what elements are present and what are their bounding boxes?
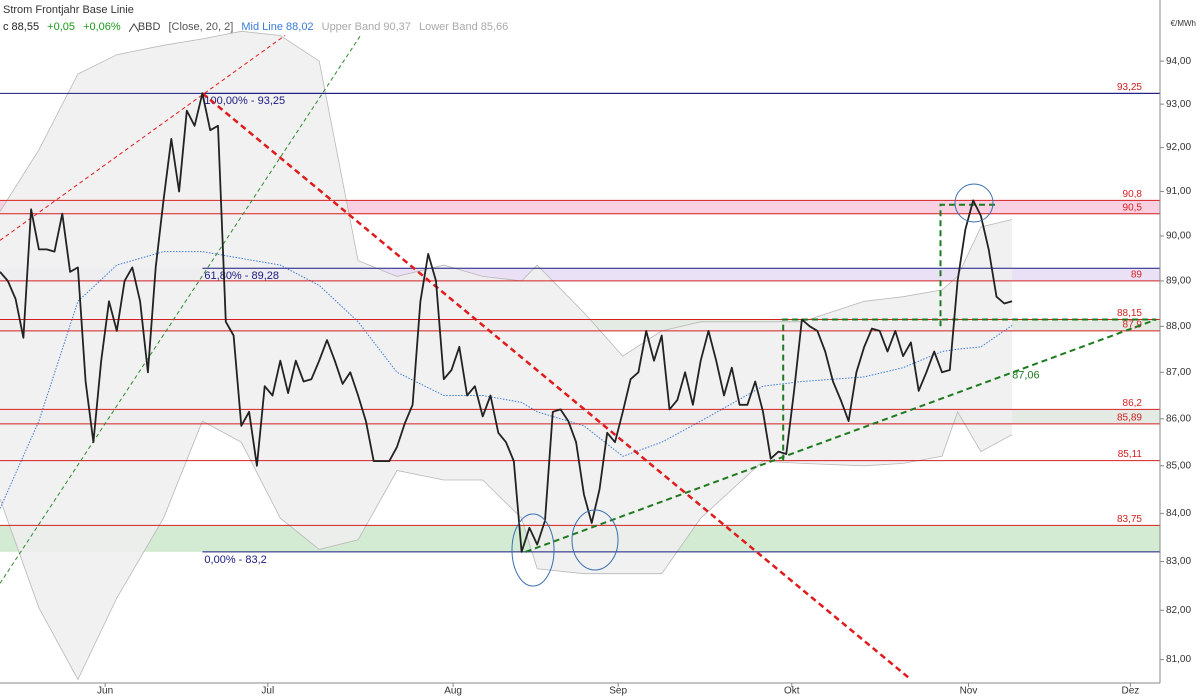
y-tick-label: 90,00 bbox=[1166, 231, 1191, 242]
x-tick-label: Sep bbox=[609, 686, 627, 697]
y-tick-label: 94,00 bbox=[1166, 56, 1191, 67]
axes: 81,00 82,00 83,00 84,00 85,00 86,00 87,00 88,00… bbox=[97, 56, 1191, 697]
mid-line bbox=[0, 251, 1013, 509]
level-label: 93,25 bbox=[1117, 82, 1142, 93]
x-tick-label: Jul bbox=[261, 686, 274, 697]
trend-drawing bbox=[525, 318, 1157, 553]
header: Strom Frontjahr Base Linie c 88,55 +0,05… bbox=[3, 2, 513, 36]
trend-drawing bbox=[0, 35, 361, 584]
y-tick-label: 83,00 bbox=[1166, 556, 1191, 567]
y-tick-label: 82,00 bbox=[1166, 605, 1191, 616]
trend-label: 87,06 bbox=[1012, 369, 1040, 381]
level-label: 86,2 bbox=[1123, 398, 1143, 409]
level-label: 88,15 bbox=[1117, 308, 1142, 319]
highlight-circle bbox=[954, 183, 994, 223]
level-label: 87,9 bbox=[1123, 320, 1143, 331]
highlight-ellipse bbox=[511, 513, 555, 587]
y-tick-label: 89,00 bbox=[1166, 276, 1191, 287]
trend-drawing bbox=[0, 35, 286, 241]
close-value: c 88,55 bbox=[3, 21, 40, 33]
y-tick-label: 93,00 bbox=[1166, 99, 1191, 110]
chart-title: Strom Frontjahr Base Linie bbox=[3, 4, 134, 16]
fib-label: 0,00% - 83,2 bbox=[204, 554, 266, 566]
legend-row: c 88,55 +0,05 +0,06% BBD [Close, 20, 2] … bbox=[3, 19, 513, 36]
indicator-icon bbox=[128, 22, 140, 32]
trend-drawing bbox=[201, 92, 912, 681]
price-line bbox=[0, 92, 1013, 553]
lower-band bbox=[0, 410, 1013, 681]
x-tick-label: Okt bbox=[784, 686, 800, 697]
y-tick-label: 88,00 bbox=[1166, 321, 1191, 332]
x-tick-label: Jun bbox=[97, 686, 113, 697]
y-tick-label: 91,00 bbox=[1166, 186, 1191, 197]
annotation-circles bbox=[511, 183, 994, 587]
indicator-name: BBD bbox=[137, 21, 161, 33]
mid-line-value: Mid Line 88,02 bbox=[241, 21, 314, 33]
level-label: 90,8 bbox=[1123, 189, 1143, 200]
x-tick-label: Nov bbox=[960, 686, 978, 697]
level-label: 83,75 bbox=[1117, 514, 1142, 525]
change: +0,05 bbox=[47, 21, 75, 33]
trend-drawing bbox=[782, 318, 1157, 461]
fib-label: 61,80% - 89,28 bbox=[204, 270, 279, 282]
upper-band-value: Upper Band 90,37 bbox=[321, 21, 411, 33]
y-tick-label: 86,00 bbox=[1166, 413, 1191, 424]
axis-panel bbox=[1160, 0, 1200, 700]
x-tick-label: Dez bbox=[1122, 686, 1140, 697]
x-tick-label: Aug bbox=[444, 686, 462, 697]
level-label: 85,89 bbox=[1117, 413, 1142, 424]
y-tick-label: 92,00 bbox=[1166, 142, 1191, 153]
highlight-ellipse bbox=[571, 509, 619, 571]
level-label: 89 bbox=[1131, 270, 1143, 281]
level-label: 85,11 bbox=[1118, 449, 1143, 460]
indicator-params: [Close, 20, 2] bbox=[168, 21, 234, 33]
level-label: 90,5 bbox=[1123, 202, 1143, 213]
fib-label: 100,00% - 93,25 bbox=[204, 95, 285, 107]
band-area bbox=[0, 31, 1013, 680]
lower-band-value: Lower Band 85,66 bbox=[418, 21, 509, 33]
y-unit: €/MWh bbox=[1171, 19, 1196, 28]
y-tick-label: 84,00 bbox=[1166, 508, 1191, 519]
trend-drawing bbox=[939, 203, 997, 327]
y-tick-label: 81,00 bbox=[1166, 654, 1191, 665]
y-tick-label: 87,00 bbox=[1166, 367, 1191, 378]
change-percent: +0,06% bbox=[83, 21, 121, 33]
y-tick-label: 85,00 bbox=[1166, 460, 1191, 471]
